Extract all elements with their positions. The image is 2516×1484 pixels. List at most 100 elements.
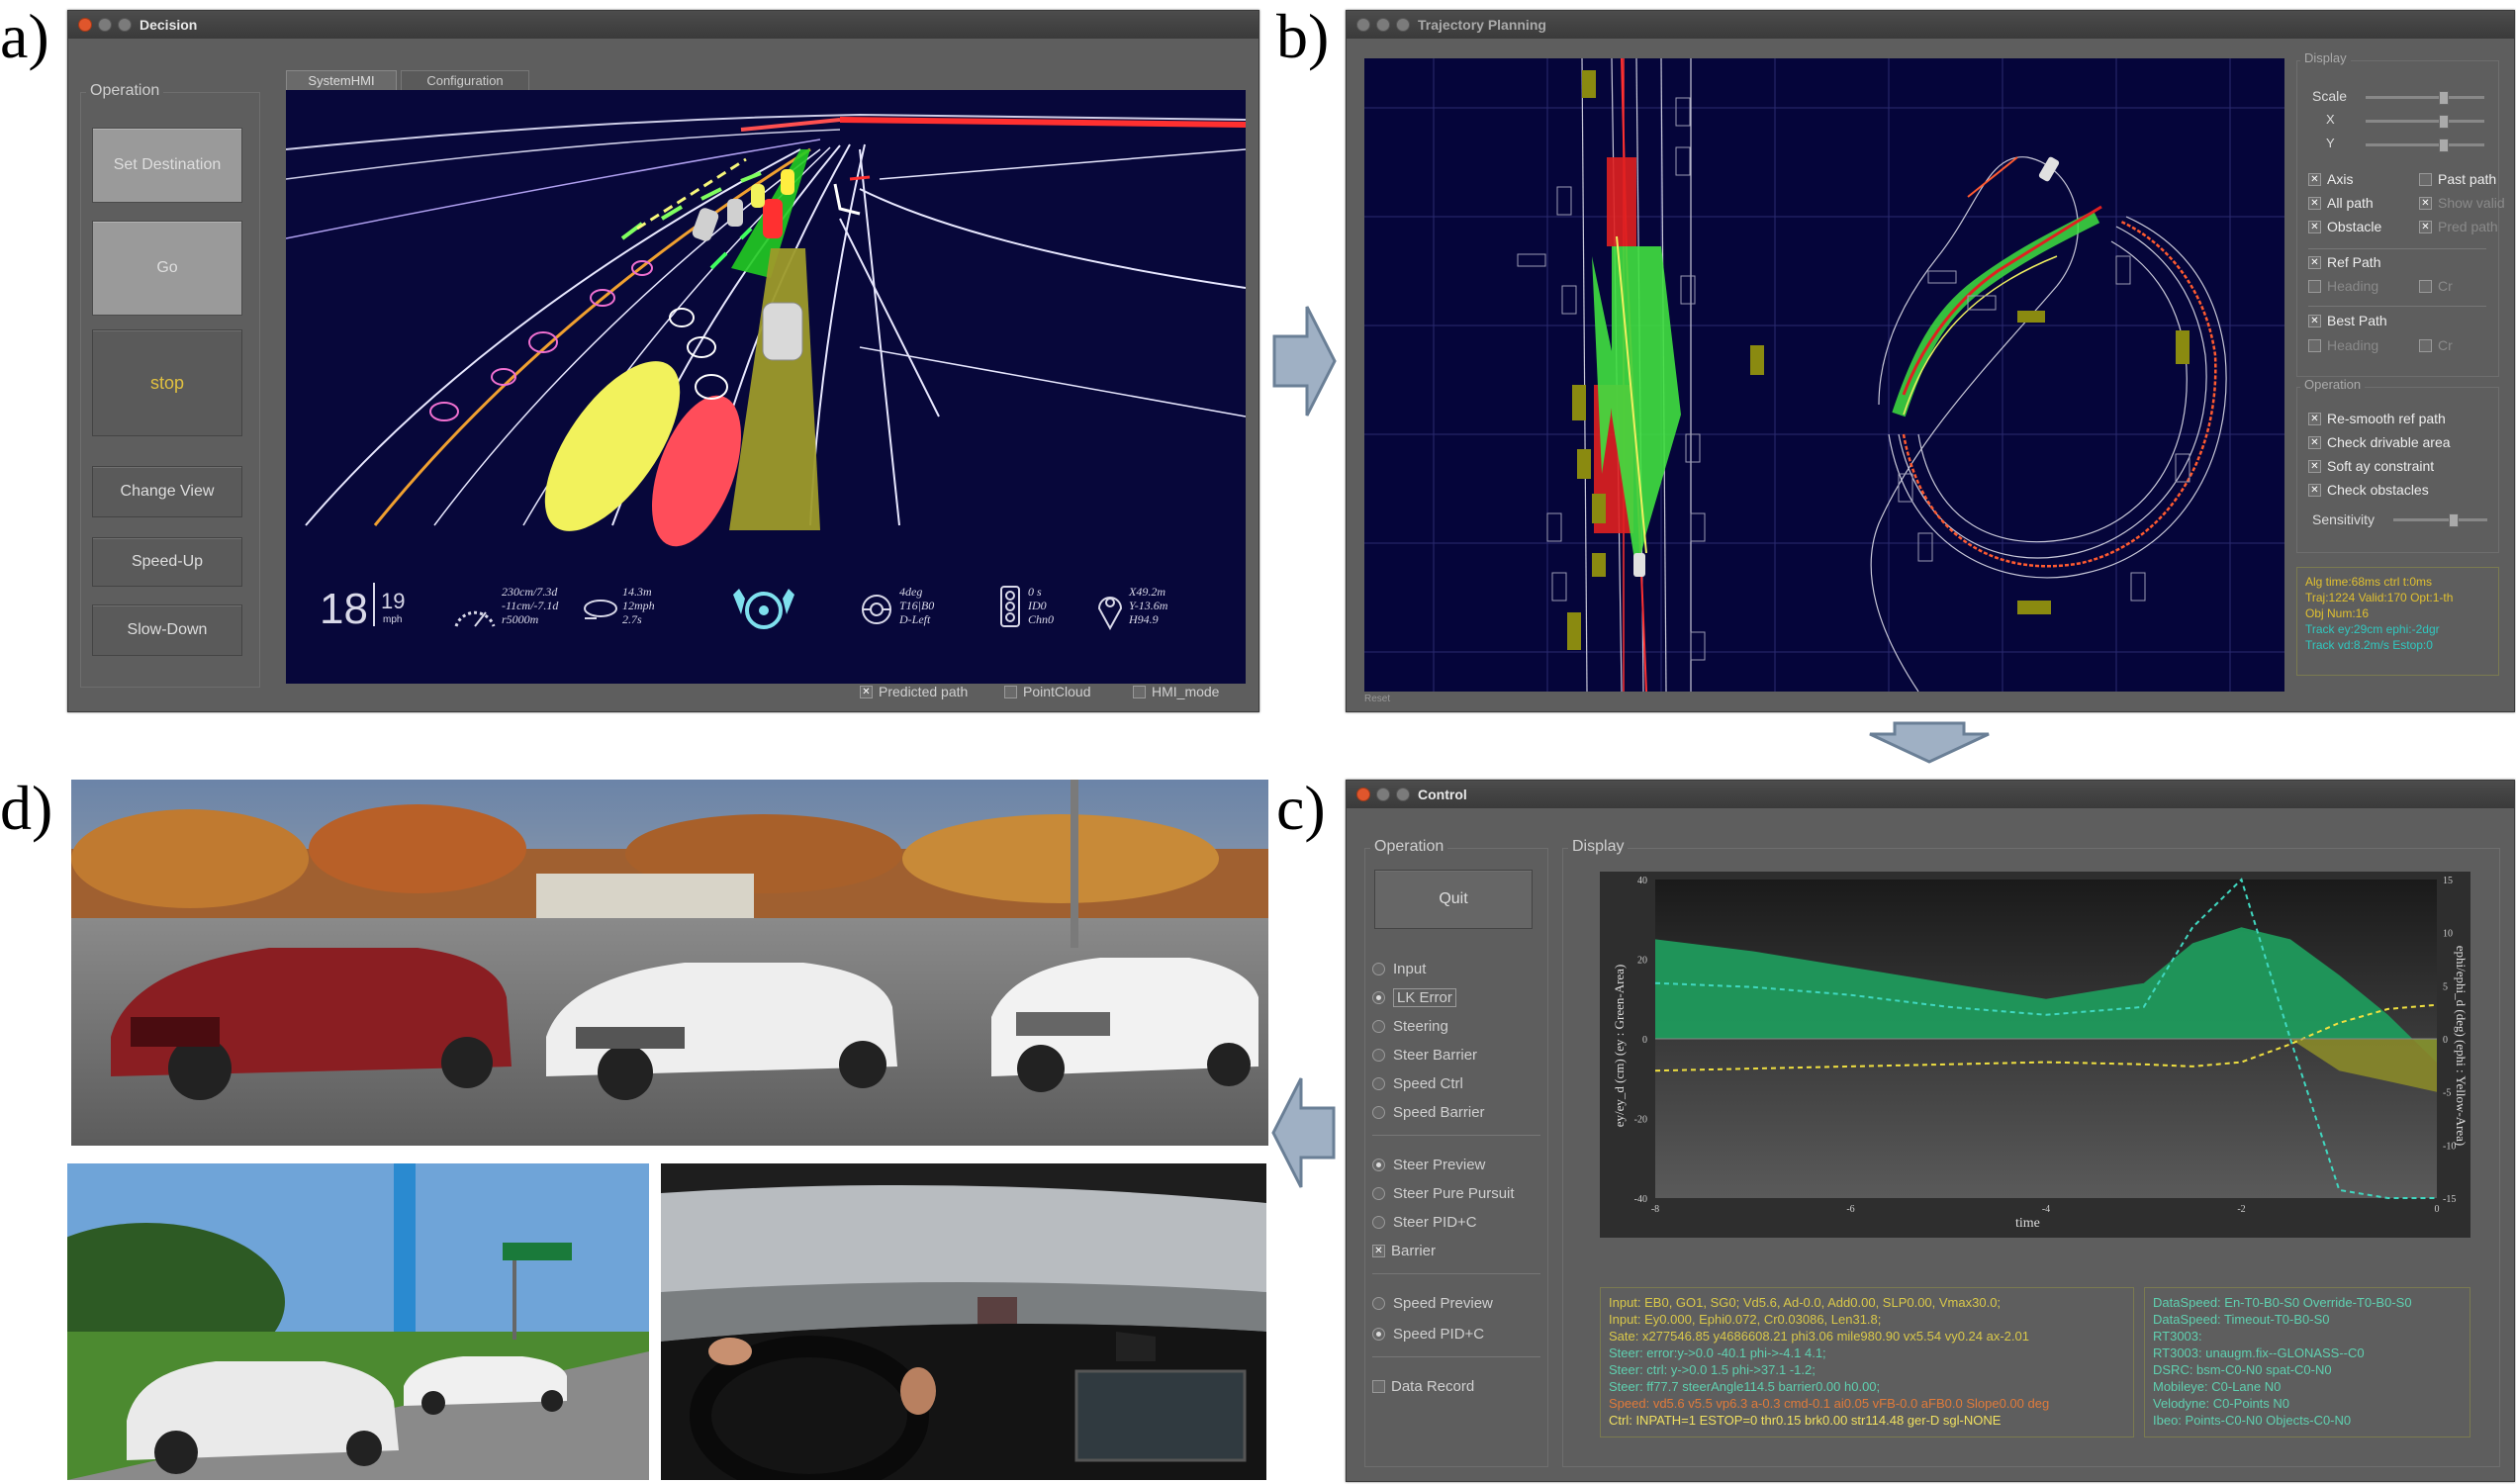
checkbox-icon: ✕ xyxy=(1372,1244,1385,1257)
maximize-icon[interactable] xyxy=(1396,788,1410,801)
cr-checkbox-2[interactable]: Cr xyxy=(2419,337,2453,353)
radio-steer-pure-pursuit[interactable]: Steer Pure Pursuit xyxy=(1372,1185,1515,1202)
operation-group xyxy=(80,92,260,688)
radio-steering[interactable]: Steering xyxy=(1372,1018,1448,1035)
check-drivable-checkbox[interactable]: ✕ Check drivable area xyxy=(2308,434,2451,450)
radio-label: Input xyxy=(1393,961,1427,977)
cr-checkbox-1[interactable]: Cr xyxy=(2419,278,2453,294)
checkbox-icon: ✕ xyxy=(2308,220,2321,233)
show-valid-checkbox[interactable]: ✕ Show valid xyxy=(2419,195,2505,211)
checkbox-icon: ✕ xyxy=(2308,412,2321,425)
radio-speed-preview[interactable]: Speed Preview xyxy=(1372,1295,1493,1312)
scale-slider[interactable] xyxy=(2366,91,2484,105)
slider-handle[interactable] xyxy=(2439,139,2449,152)
close-icon[interactable] xyxy=(1356,788,1370,801)
radio-steer-preview[interactable]: Steer Preview xyxy=(1372,1157,1485,1173)
radio-icon xyxy=(1372,1215,1385,1229)
radio-icon xyxy=(1372,1105,1385,1119)
quit-button[interactable]: Quit xyxy=(1374,870,1533,929)
slider-handle[interactable] xyxy=(2449,513,2459,527)
log-line: Steer: ff77.7 steerAngle114.5 barrier0.0… xyxy=(1609,1379,1881,1394)
resmooth-checkbox[interactable]: ✕ Re-smooth ref path xyxy=(2308,411,2446,426)
checkbox-icon xyxy=(1372,1379,1385,1393)
log-line: DSRC: bsm-C0-N0 spat-C0-N0 xyxy=(2153,1362,2332,1377)
sensitivity-slider[interactable] xyxy=(2393,513,2487,527)
radio-speed-pid[interactable]: Speed PID+C xyxy=(1372,1326,1484,1343)
log-line: Mobileye: C0-Lane N0 xyxy=(2153,1379,2282,1394)
checkbox-icon xyxy=(2419,279,2432,293)
pointcloud-checkbox[interactable]: PointCloud xyxy=(1004,684,1091,699)
speed-up-button[interactable]: Speed-Up xyxy=(92,537,242,587)
trajectory-plot[interactable] xyxy=(1364,58,2284,692)
minimize-icon[interactable] xyxy=(1376,788,1390,801)
minimize-icon[interactable] xyxy=(1376,18,1390,32)
soft-ay-checkbox[interactable]: ✕ Soft ay constraint xyxy=(2308,458,2434,474)
barrier-checkbox[interactable]: ✕ Barrier xyxy=(1372,1243,1436,1259)
radio-speed-barrier[interactable]: Speed Barrier xyxy=(1372,1104,1485,1121)
radio-label: Steer Preview xyxy=(1393,1157,1486,1173)
heading-checkbox-2[interactable]: Heading xyxy=(2308,337,2378,353)
minimize-icon[interactable] xyxy=(98,18,112,32)
ref-path-checkbox[interactable]: ✕ Ref Path xyxy=(2308,254,2380,270)
steering-wheel-icon xyxy=(862,595,891,624)
log-line: Speed: vd5.6 v5.5 vp6.3 a-0.3 cmd-0.1 ai… xyxy=(1609,1396,2050,1411)
slider-handle[interactable] xyxy=(2439,115,2449,129)
data-record-checkbox[interactable]: Data Record xyxy=(1372,1378,1474,1395)
check-obstacles-checkbox[interactable]: ✕ Check obstacles xyxy=(2308,482,2429,498)
past-path-checkbox[interactable]: Past path xyxy=(2419,171,2496,187)
divider xyxy=(1372,1135,1540,1136)
tab-configuration[interactable]: Configuration xyxy=(401,70,529,91)
change-view-button[interactable]: Change View xyxy=(92,466,242,517)
trajectory-status-box: Alg time:68ms ctrl t:0ms Traj:1224 Valid… xyxy=(2296,567,2499,676)
resmooth-label: Re-smooth ref path xyxy=(2327,411,2446,426)
maximize-icon[interactable] xyxy=(118,18,132,32)
y2-tick-label: -15 xyxy=(2443,1194,2456,1205)
lk-error-chart[interactable]: 40 20 0 -20 -40 15 10 5 0 -5 -10 -15 -8 -6 -4 -2 0 ey/ey… xyxy=(1600,872,2470,1238)
radio-input[interactable]: Input xyxy=(1372,961,1426,977)
photo-three-vehicles xyxy=(71,780,1268,1146)
hmi-mode-checkbox[interactable]: HMI_mode xyxy=(1133,684,1219,699)
arrow-down-icon xyxy=(1869,721,1990,764)
status-line: Track ey:29cm ephi:-2dgr xyxy=(2305,622,2440,636)
check-obstacles-label: Check obstacles xyxy=(2327,482,2429,498)
radio-steer-pid[interactable]: Steer PID+C xyxy=(1372,1214,1477,1231)
slider-handle[interactable] xyxy=(2439,91,2449,105)
log-line: Ctrl: INPATH=1 ESTOP=0 thr0.15 brk0.00 s… xyxy=(1609,1413,2002,1428)
slow-down-button[interactable]: Slow-Down xyxy=(92,604,242,656)
radio-steer-barrier[interactable]: Steer Barrier xyxy=(1372,1047,1477,1064)
checkbox-icon: ✕ xyxy=(2308,172,2321,186)
log-line: Input: Ey0.000, Ephi0.072, Cr0.03086, Le… xyxy=(1609,1312,1882,1327)
close-icon[interactable] xyxy=(1356,18,1370,32)
x-slider[interactable] xyxy=(2366,115,2484,129)
pred-path-checkbox[interactable]: ✕ Pred path xyxy=(2419,219,2498,234)
heading-checkbox-1[interactable]: Heading xyxy=(2308,278,2378,294)
best-path-checkbox[interactable]: ✕ Best Path xyxy=(2308,313,2387,328)
stop-button[interactable]: stop xyxy=(92,329,242,436)
hmi-3d-view[interactable]: 18 19 mph 230cm/7.3d -11cm/-7.1d r5000m … xyxy=(286,90,1246,684)
cr-label: Cr xyxy=(2438,337,2453,353)
all-path-checkbox[interactable]: ✕ All path xyxy=(2308,195,2374,211)
heading-label: Heading xyxy=(2327,337,2379,353)
data-record-label: Data Record xyxy=(1391,1378,1475,1395)
tab-systemhmi[interactable]: SystemHMI xyxy=(286,70,397,91)
y2-tick-label: 10 xyxy=(2443,929,2453,940)
axis-checkbox[interactable]: ✕ Axis xyxy=(2308,171,2353,187)
speed-value: 18 xyxy=(320,585,368,633)
cr-label: Cr xyxy=(2438,278,2453,294)
distance-line-3: 2.7s xyxy=(622,612,642,626)
set-destination-button[interactable]: Set Destination xyxy=(92,128,242,203)
radio-lk-error[interactable]: LK Error xyxy=(1372,988,1456,1007)
display-group xyxy=(2296,60,2499,377)
y-slider[interactable] xyxy=(2366,139,2484,152)
obstacle-checkbox[interactable]: ✕ Obstacle xyxy=(2308,219,2381,234)
log-line: Steer: ctrl: y->0.0 1.5 phi->37.1 -1.2; xyxy=(1609,1362,1816,1377)
radio-label: Speed Preview xyxy=(1393,1295,1493,1312)
radio-speed-ctrl[interactable]: Speed Ctrl xyxy=(1372,1075,1463,1092)
maximize-icon[interactable] xyxy=(1396,18,1410,32)
y-tick-label: -40 xyxy=(1634,1194,1647,1205)
speed-divider xyxy=(373,583,375,626)
photo-in-cabin-driver xyxy=(661,1163,1266,1480)
go-button[interactable]: Go xyxy=(92,221,242,316)
predicted-path-checkbox[interactable]: ✕ Predicted path xyxy=(860,684,968,699)
close-icon[interactable] xyxy=(78,18,92,32)
